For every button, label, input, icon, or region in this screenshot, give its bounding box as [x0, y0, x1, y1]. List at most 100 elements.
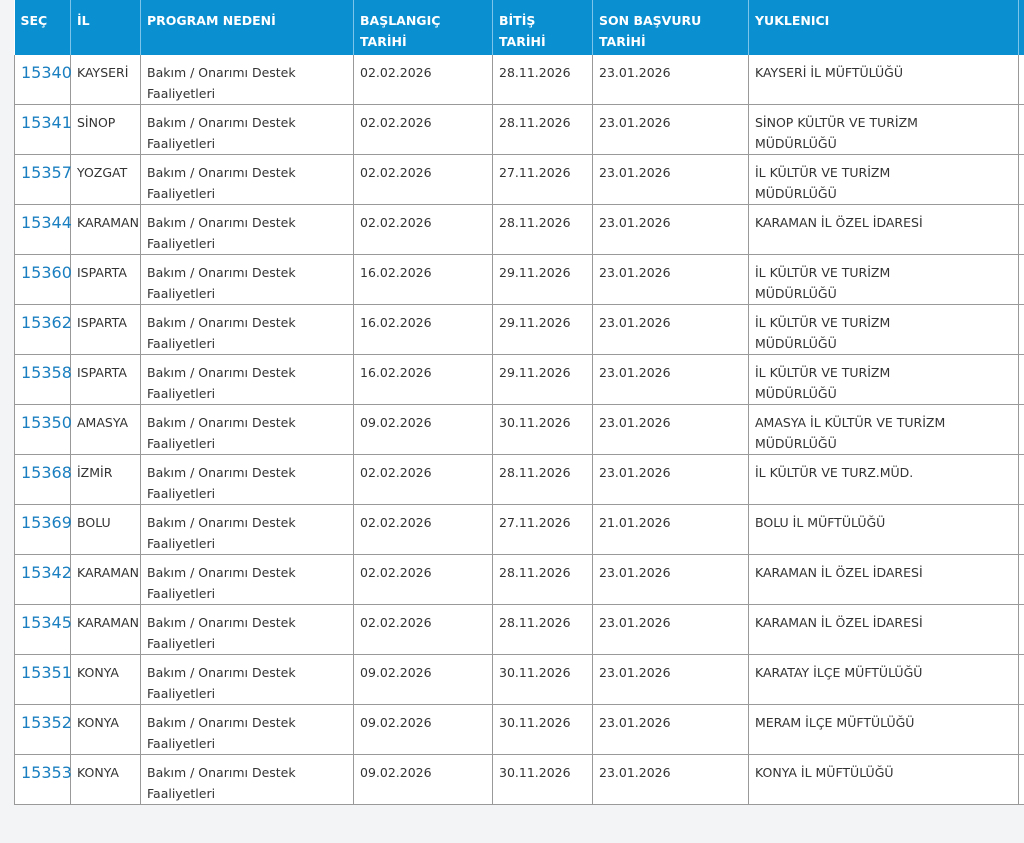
column-header: YUKLENICI — [748, 0, 1019, 55]
cell-text: Bakım / Onarımı Destek Faaliyetleri — [147, 515, 296, 551]
cell-text: 23.01.2026 — [599, 715, 671, 730]
cell-text: 29.11.2026 — [499, 265, 571, 280]
table-row: 15360 ISPARTA Bakım / Onarımı Destek Faali… — [14, 254, 1024, 305]
cell-text: BOLU İL MÜFTÜLÜĞÜ — [755, 515, 886, 530]
select-link[interactable]: 15345 — [21, 613, 72, 632]
table-cell: 23.01.2026 — [592, 654, 749, 705]
select-link[interactable]: 15350 — [21, 413, 72, 432]
table-cell: 02.02.2026 — [353, 454, 493, 505]
cell-text: SİNOP KÜLTÜR VE TURİZM MÜDÜRLÜĞÜ — [755, 115, 918, 151]
select-link[interactable]: 15360 — [21, 263, 72, 282]
select-link[interactable]: 15358 — [21, 363, 72, 382]
cell-text: KAYSERİ — [77, 65, 129, 80]
cell-text: ISPARTA — [77, 365, 127, 380]
cell-text: KARAMAN — [77, 215, 139, 230]
table-row: 15368 İZMİR Bakım / Onarımı Destek Faaliye… — [14, 454, 1024, 505]
table-cell: 09.02.2026 — [353, 704, 493, 755]
table-cell: KARATAY İLÇE MÜFTÜLÜĞÜ — [748, 654, 1019, 705]
cell-text: 23.01.2026 — [599, 665, 671, 680]
table-cell: 28.11.2026 — [492, 604, 593, 655]
header-text: PROGRAM NEDENİ — [147, 13, 276, 28]
table-row: 15362 ISPARTA Bakım / Onarımı Destek Faali… — [14, 304, 1024, 355]
column-header: SEÇ — [14, 0, 71, 55]
table-cell: 15369 — [14, 504, 72, 555]
cell-text: 09.02.2026 — [360, 415, 432, 430]
select-link[interactable]: 15344 — [21, 213, 72, 232]
cell-text: YOZGAT — [77, 165, 128, 180]
table-cell: Bakım / Onarımı Destek Faaliyetleri — [140, 604, 354, 655]
table-cell: 16.02.2026 — [353, 354, 493, 405]
table-cell: 23.01.2026 — [592, 304, 749, 355]
table-cell — [1018, 604, 1024, 655]
table-cell: 30.11.2026 — [492, 754, 593, 805]
cell-text: 28.11.2026 — [499, 115, 571, 130]
select-link[interactable]: 15362 — [21, 313, 72, 332]
cell-text: KAYSERİ İL MÜFTÜLÜĞÜ — [755, 65, 904, 80]
cell-text: 23.01.2026 — [599, 565, 671, 580]
table-cell: İZMİR — [70, 454, 141, 505]
table-cell: 02.02.2026 — [353, 154, 493, 205]
table-cell: 16.02.2026 — [353, 254, 493, 305]
select-link[interactable]: 15368 — [21, 463, 72, 482]
table-cell: Bakım / Onarımı Destek Faaliyetleri — [140, 104, 354, 155]
table-cell: 27.11.2026 — [492, 504, 593, 555]
cell-text: 02.02.2026 — [360, 165, 432, 180]
select-link[interactable]: 15351 — [21, 663, 72, 682]
table-cell: 29.11.2026 — [492, 304, 593, 355]
table-cell: 29.11.2026 — [492, 254, 593, 305]
select-link[interactable]: 15353 — [21, 763, 72, 782]
table-cell: 28.11.2026 — [492, 104, 593, 155]
table-cell: 02.02.2026 — [353, 204, 493, 255]
table-cell — [1018, 704, 1024, 755]
table-cell: KONYA — [70, 754, 141, 805]
cell-text: İZMİR — [77, 465, 113, 480]
cell-text: 29.11.2026 — [499, 365, 571, 380]
cell-text: İL KÜLTÜR VE TURZ.MÜD. — [755, 465, 914, 480]
cell-text: 09.02.2026 — [360, 715, 432, 730]
table-cell: 15341 — [14, 104, 72, 155]
table-cell: YOZGAT — [70, 154, 141, 205]
table-cell: 15357 — [14, 154, 72, 205]
cell-text: 23.01.2026 — [599, 115, 671, 130]
table-cell: 23.01.2026 — [592, 104, 749, 155]
table-cell: 02.02.2026 — [353, 604, 493, 655]
cell-text: Bakım / Onarımı Destek Faaliyetleri — [147, 715, 296, 751]
table-cell: 16.02.2026 — [353, 304, 493, 355]
select-link[interactable]: 15342 — [21, 563, 72, 582]
table-cell: ISPARTA — [70, 254, 141, 305]
cell-text: 02.02.2026 — [360, 65, 432, 80]
table-cell: Bakım / Onarımı Destek Faaliyetleri — [140, 154, 354, 205]
cell-text: 23.01.2026 — [599, 765, 671, 780]
table-cell: Bakım / Onarımı Destek Faaliyetleri — [140, 204, 354, 255]
table-cell: 15353 — [14, 754, 72, 805]
table-cell: 15358 — [14, 354, 72, 405]
select-link[interactable]: 15341 — [21, 113, 72, 132]
select-link[interactable]: 15357 — [21, 163, 72, 182]
cell-text: 30.11.2026 — [499, 415, 571, 430]
cell-text: İL KÜLTÜR VE TURİZM MÜDÜRLÜĞÜ — [755, 315, 891, 351]
table-cell: 30.11.2026 — [492, 704, 593, 755]
select-link[interactable]: 15340 — [21, 63, 72, 82]
cell-text: Bakım / Onarımı Destek Faaliyetleri — [147, 765, 296, 801]
cell-text: Bakım / Onarımı Destek Faaliyetleri — [147, 115, 296, 151]
table-cell — [1018, 654, 1024, 705]
table-row: 15353 KONYA Bakım / Onarımı Destek Faaliye… — [14, 754, 1024, 805]
table-cell: Bakım / Onarımı Destek Faaliyetleri — [140, 754, 354, 805]
select-link[interactable]: 15369 — [21, 513, 72, 532]
table-row: 15342 KARAMAN Bakım / Onarımı Destek Faali… — [14, 554, 1024, 605]
cell-text: 28.11.2026 — [499, 565, 571, 580]
table-cell: 28.11.2026 — [492, 204, 593, 255]
table-cell: 15368 — [14, 454, 72, 505]
table-cell: 15360 — [14, 254, 72, 305]
table-cell: 15340 — [14, 55, 72, 105]
cell-text: ISPARTA — [77, 265, 127, 280]
cell-text: BOLU — [77, 515, 111, 530]
table-cell: Bakım / Onarımı Destek Faaliyetleri — [140, 554, 354, 605]
table-cell: KARAMAN İL ÖZEL İDARESİ — [748, 204, 1019, 255]
table-cell: MERAM İLÇE MÜFTÜLÜĞÜ — [748, 704, 1019, 755]
select-link[interactable]: 15352 — [21, 713, 72, 732]
table-cell — [1018, 354, 1024, 405]
cell-text: 30.11.2026 — [499, 715, 571, 730]
cell-text: MERAM İLÇE MÜFTÜLÜĞÜ — [755, 715, 915, 730]
table-cell: 28.11.2026 — [492, 55, 593, 105]
